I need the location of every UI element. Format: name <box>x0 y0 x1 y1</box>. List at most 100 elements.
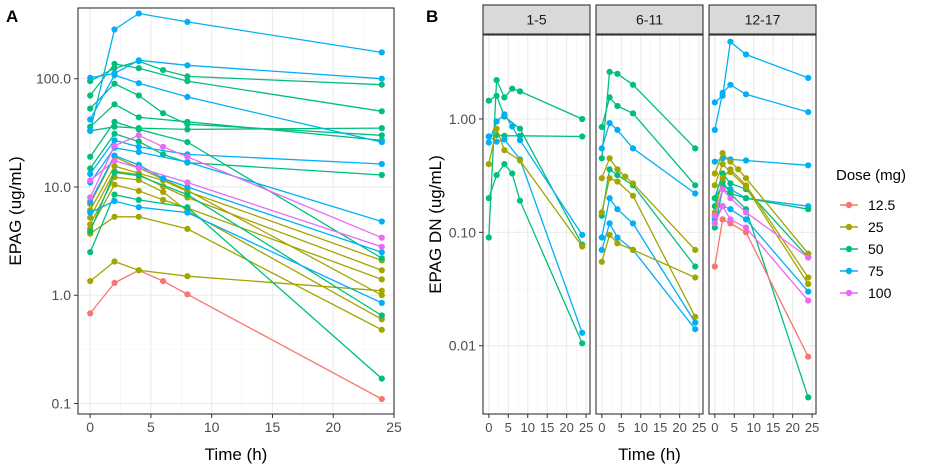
panel-a-data-point <box>87 170 94 177</box>
panel-b-facet-6-11-x-tick-label: 5 <box>618 420 625 435</box>
panel-a-panel-border <box>77 7 395 415</box>
panel-b-facet-6-11-data-point <box>614 70 621 77</box>
panel-a-data-point <box>87 116 94 123</box>
panel-b-facet-12-17-data-point <box>805 288 812 295</box>
panel-b-facet-6-11-x-tick-label: 0 <box>598 420 605 435</box>
panel-b-facet-6-11-data-point <box>692 263 699 270</box>
panel-a-data-point <box>160 67 167 74</box>
panel-b-facet-12-17-data-point <box>742 229 750 236</box>
panel-b-facet-1-5-data-point <box>501 147 508 154</box>
panel-a-data-point <box>184 126 191 133</box>
panel-b-facet-12-17-data-point <box>727 180 734 187</box>
panel-b-facet-12-17-data-point <box>711 99 718 106</box>
panel-b-facet-6-11-data-point <box>629 145 637 152</box>
panel-b-facet-1-5-data-point <box>516 197 524 204</box>
panel-a-data-point <box>184 139 191 146</box>
panel-a-x-tick-label: 10 <box>204 419 220 435</box>
panel-b-facet-12-17-data-point <box>719 186 726 193</box>
panel-b-facet-12-17-data-point <box>719 175 726 182</box>
panel-b-facet-6-11-data-point <box>606 166 613 173</box>
panel-a-data-point <box>378 171 385 179</box>
panel-b-facet-6-11-data-point <box>598 209 605 216</box>
panel-a-data-point <box>87 228 94 235</box>
panel-b-facet-1-5-data-point <box>516 157 524 164</box>
panel-a-data-point <box>135 149 142 156</box>
panel-b-facet-12-17-data-point <box>805 162 812 169</box>
panel-a-data-point <box>111 130 118 137</box>
panel-a-data-point <box>111 213 118 220</box>
panel-a-data-point <box>378 292 385 299</box>
panel-b-y-axis-title: EPAG DN (ug/mL) <box>426 155 445 294</box>
panel-b-facet-6-11-data-point <box>692 313 699 320</box>
panel-a-y-tick-label: 10.0 <box>44 179 71 195</box>
panel-a-data-point <box>184 78 191 85</box>
panel-a-data-point <box>111 137 118 144</box>
panel-a-data-point <box>184 291 191 298</box>
panel-b-facet-1-5-data-point <box>493 118 500 125</box>
panel-b-facet-12-17-x-tick-label: 5 <box>731 420 738 435</box>
panel-b-facet-12-17-data-point <box>719 216 726 223</box>
panel-a-data-point <box>135 92 142 99</box>
panel-a-series-line-dose-50 <box>89 60 382 86</box>
panel-b-facet-1-5-data-point <box>501 161 508 168</box>
panel-b-facet-6-11-x-tick-label: 20 <box>672 420 686 435</box>
panel-a-data-point <box>184 209 191 216</box>
panel-b-facet-1-5-strip-label: 1-5 <box>526 12 546 28</box>
panel-a-data-point <box>184 93 191 100</box>
panel-a-data-point <box>135 65 142 72</box>
panel-a-data-point <box>87 92 94 99</box>
panel-b-facet-1-5-data-point <box>509 123 516 130</box>
panel-b-facet-6-11-data-point <box>606 155 613 162</box>
panel-a-data-point <box>135 125 142 132</box>
panel-b-facet-12-17-data-point <box>711 212 718 219</box>
panel-a-data-point <box>87 153 94 160</box>
panel-b-y-tick-label: 0.01 <box>449 338 476 354</box>
panel-a-data-point <box>160 188 167 195</box>
panel-b-facet-6-11-data-point <box>606 175 613 182</box>
panel-a-y-tick-label: 100.0 <box>36 71 71 87</box>
panel-b-facet-12-17-data-point <box>727 81 734 88</box>
panel-b-facet-1-5-data-point <box>501 111 508 118</box>
panel-a-data-point <box>378 132 385 139</box>
panel-a-data-point <box>135 204 142 211</box>
panel-b-facet-1-5-data-point <box>501 94 508 101</box>
panel-a-data-point <box>184 191 191 198</box>
panel-a-series-line-dose-25 <box>89 176 383 320</box>
panel-a-data-point <box>378 395 385 403</box>
panel-a-data-point <box>378 160 385 168</box>
panel-b-facet-12-17-data-point <box>805 109 812 116</box>
panel-b-facet-6-11-data-point <box>598 258 605 265</box>
panel-b-facet-6-11-data-point <box>692 274 699 281</box>
panel-b-facet-12-17-data-point <box>719 161 726 168</box>
legend-entry-label: 25 <box>868 219 884 235</box>
panel-b-facet-6-11-data-point <box>629 220 637 227</box>
panel-b-facet-1-5-series-line-dose-75 <box>488 113 583 236</box>
panel-b-facet-1-5-data-point <box>516 137 524 144</box>
panel-a-data-point <box>160 151 167 158</box>
panel-b-facet-6-11-data-point <box>629 110 637 117</box>
panel-b-facet-6-11-data-point <box>614 206 621 213</box>
panel-a-data-point <box>378 243 385 250</box>
panel-a-data-point <box>378 276 385 283</box>
panel-b-facet-12-17-panel-border <box>708 34 817 415</box>
legend-key-point <box>845 267 853 275</box>
panel-b-facet-6-11-data-point <box>614 234 621 241</box>
panel-b-facet-12-17-data-point <box>742 184 750 191</box>
panel-a-data-point <box>135 114 142 121</box>
panel-b-facet-1-5-data-point <box>579 243 586 250</box>
legend-entry-label: 12.5 <box>868 197 895 213</box>
panel-b-facet-12-17-data-point <box>742 224 750 231</box>
panel-b-plot: 1-50 5 10 15 20 250.010.101.006-110 5 10 15 20 251… <box>426 4 819 464</box>
panel-b-facet-1-5-x-tick-label: 10 <box>521 420 535 435</box>
panel-b-facet-12-17-data-point <box>711 170 718 177</box>
panel-a-x-tick-label: 20 <box>325 419 341 435</box>
panel-a-data-point <box>111 65 118 72</box>
panel-b-facet-12-17-data-point <box>727 216 734 223</box>
panel-b-facet-12-17-data-point <box>727 190 734 197</box>
panel-a-data-point <box>135 80 142 87</box>
legend-key-point <box>845 289 853 297</box>
legend-entry-label: 50 <box>868 241 884 257</box>
panel-b-facet-12-17-data-point <box>727 195 734 202</box>
panel-a-data-point <box>87 249 94 256</box>
